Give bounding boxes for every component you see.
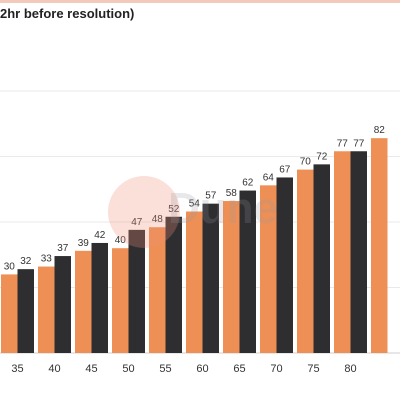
bar-series-2	[165, 216, 182, 353]
bar-value-label: 48	[152, 214, 164, 225]
bar-series-2	[91, 242, 108, 353]
bar-series-1	[371, 138, 388, 353]
watermark-text: Dune	[168, 184, 278, 233]
bar-value-label: 47	[131, 217, 143, 228]
bar-value-label: 82	[374, 125, 386, 136]
x-tick-label: 80	[344, 363, 356, 375]
bar-series-1	[112, 248, 129, 353]
x-tick-label: 75	[307, 363, 319, 375]
bar-value-labels: 2730323337394240474852545758626467707277…	[4, 125, 386, 272]
bar-value-label: 54	[189, 199, 201, 210]
x-tick-label: 50	[122, 363, 134, 375]
bar-value-label: 42	[94, 230, 106, 241]
bar-value-label: 70	[300, 157, 312, 168]
bars	[1, 138, 388, 353]
bar-value-label: 58	[226, 188, 238, 199]
watermark-logo-circle	[108, 176, 180, 248]
bar-series-1	[75, 250, 92, 353]
bar-value-label: 32	[20, 256, 32, 267]
bar-series-1	[186, 211, 203, 353]
bar-series-2	[239, 190, 256, 353]
x-tick-label: 55	[159, 363, 171, 375]
bar-value-label: 62	[242, 178, 254, 189]
x-tick-label: 65	[233, 363, 245, 375]
bar-value-label: 39	[78, 238, 90, 249]
bar-series-1	[38, 266, 55, 353]
bar-series-2	[17, 269, 34, 353]
bar-series-1	[297, 169, 314, 353]
bar-series-1	[223, 201, 240, 353]
bar-value-label: 67	[279, 164, 291, 175]
bar-series-2	[350, 151, 367, 353]
x-tick-label: 70	[270, 363, 282, 375]
bar-value-label: 77	[353, 138, 365, 149]
bar-series-1	[260, 185, 277, 353]
x-tick-label: 45	[85, 363, 97, 375]
bar-value-label: 33	[41, 254, 53, 265]
bar-series-2	[313, 164, 330, 353]
bar-series-2	[276, 177, 293, 353]
chart-title: 2hr before resolution)	[0, 6, 135, 21]
bar-value-label: 57	[205, 191, 217, 202]
bar-value-label: 37	[57, 243, 69, 254]
bar-value-label: 40	[115, 235, 127, 246]
bar-series-1	[1, 274, 18, 353]
bar-series-1	[149, 227, 166, 353]
bar-series-2	[128, 229, 145, 353]
bar-value-label: 77	[337, 138, 349, 149]
bar-value-label: 72	[316, 151, 328, 162]
x-tick-labels: 035404550556065707580	[11, 363, 356, 375]
x-tick-label: 35	[11, 363, 23, 375]
bar-series-2	[54, 256, 71, 353]
bar-series-2	[202, 203, 219, 353]
bar-value-label: 30	[4, 261, 16, 272]
bar-series-1	[334, 151, 351, 353]
bar-value-label: 64	[263, 172, 275, 183]
x-tick-label: 40	[48, 363, 60, 375]
bar-value-label: 52	[168, 204, 180, 215]
x-tick-label: 60	[196, 363, 208, 375]
